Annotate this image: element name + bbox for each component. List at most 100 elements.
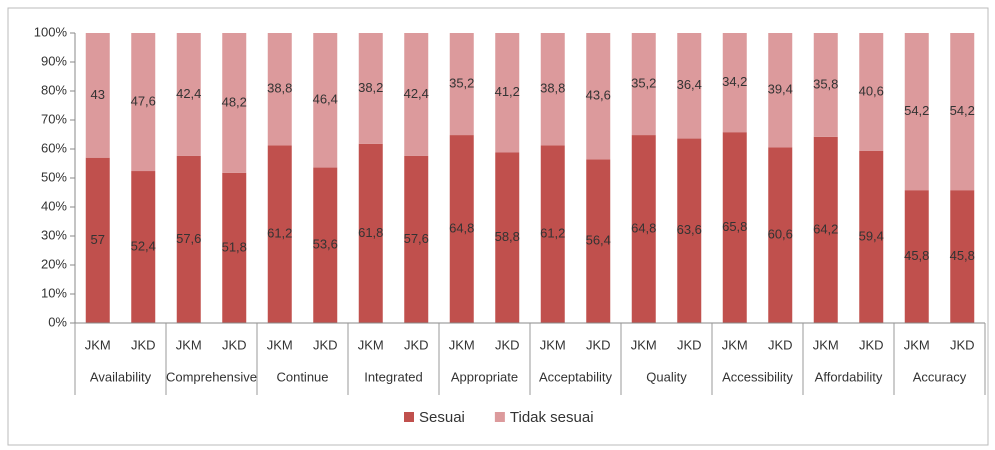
bar-segment: [358, 143, 383, 323]
group-label: Comprehensive: [166, 369, 257, 384]
bar-segment: [586, 159, 611, 323]
bar-segment: [859, 33, 884, 151]
bar-segment: [813, 33, 838, 137]
group-label: Quality: [646, 369, 687, 384]
bar-segment: [950, 33, 975, 191]
data-label: 39,4: [768, 82, 793, 97]
x-tick-label: JKD: [768, 337, 793, 352]
data-label: 58,8: [495, 229, 520, 244]
bar-segment: [131, 171, 156, 323]
bar-segment: [540, 33, 565, 146]
y-tick-label: 20%: [41, 256, 67, 271]
data-label: 54,2: [904, 103, 929, 118]
data-label: 65,8: [722, 219, 747, 234]
bar-segment: [859, 150, 884, 323]
data-label: 36,4: [677, 77, 702, 92]
data-label: 45,8: [950, 248, 975, 263]
x-tick-label: JKM: [85, 337, 111, 352]
group-label: Availability: [90, 369, 152, 384]
bar-segment: [222, 33, 247, 173]
bar-segment: [267, 145, 292, 323]
data-label: 38,8: [267, 81, 292, 96]
bar-segment: [85, 157, 110, 323]
y-tick-label: 30%: [41, 227, 67, 242]
data-label: 64,8: [449, 220, 474, 235]
bar-segment: [904, 33, 929, 191]
data-label: 59,4: [859, 228, 884, 243]
data-label: 56,4: [586, 233, 611, 248]
x-tick-label: JKM: [176, 337, 202, 352]
x-tick-label: JKM: [813, 337, 839, 352]
group-label: Integrated: [364, 369, 423, 384]
bar-segment: [176, 155, 201, 323]
data-label: 38,2: [358, 80, 383, 95]
data-label: 42,4: [176, 86, 201, 101]
bar-segment: [358, 33, 383, 144]
bar-segment: [449, 135, 474, 323]
data-label: 41,2: [495, 84, 520, 99]
group-label: Acceptability: [539, 369, 612, 384]
bar-segment: [313, 167, 338, 323]
x-tick-label: JKM: [267, 337, 293, 352]
y-tick-label: 50%: [41, 169, 67, 184]
legend-label: Sesuai: [419, 409, 465, 426]
x-tick-label: JKD: [677, 337, 702, 352]
y-tick-label: 90%: [41, 53, 67, 68]
x-tick-label: JKM: [540, 337, 566, 352]
x-tick-label: JKD: [131, 337, 156, 352]
data-label: 64,2: [813, 221, 838, 236]
bar-segment: [813, 136, 838, 323]
data-label: 47,6: [131, 93, 156, 108]
x-tick-label: JKM: [358, 337, 384, 352]
x-tick-label: JKD: [404, 337, 429, 352]
bar-segment: [950, 190, 975, 323]
x-tick-label: JKD: [950, 337, 975, 352]
data-label: 35,2: [631, 75, 656, 90]
data-label: 60,6: [768, 227, 793, 242]
x-tick-label: JKD: [859, 337, 884, 352]
bar-segment: [85, 33, 110, 158]
group-label: Accuracy: [913, 369, 967, 384]
data-label: 54,2: [950, 103, 975, 118]
data-label: 34,2: [722, 74, 747, 89]
data-label: 57,6: [404, 231, 429, 246]
bar-segment: [677, 138, 702, 323]
x-tick-label: JKM: [631, 337, 657, 352]
bar-segment: [404, 155, 429, 323]
bar-segment: [768, 33, 793, 148]
group-label: Appropriate: [451, 369, 518, 384]
chart-border: [7, 7, 989, 446]
x-tick-label: JKD: [313, 337, 338, 352]
y-tick-label: 10%: [41, 285, 67, 300]
y-tick-label: 100%: [34, 24, 68, 39]
group-label: Accessibility: [722, 369, 793, 384]
bar-segment: [722, 132, 747, 323]
bar-segment: [222, 172, 247, 323]
y-tick-label: 80%: [41, 82, 67, 97]
data-label: 43,6: [586, 88, 611, 103]
bar-segment: [631, 135, 656, 323]
data-label: 45,8: [904, 248, 929, 263]
bar-segment: [449, 33, 474, 136]
x-tick-label: JKD: [495, 337, 520, 352]
bar-segment: [540, 145, 565, 323]
bar-segment: [722, 33, 747, 133]
data-label: 57: [91, 232, 105, 247]
data-label: 53,6: [313, 237, 338, 252]
legend-label: Tidak sesuai: [510, 409, 594, 426]
data-label: 38,8: [540, 81, 565, 96]
x-tick-label: JKM: [722, 337, 748, 352]
bar-segment: [768, 147, 793, 323]
x-tick-label: JKM: [449, 337, 475, 352]
data-label: 46,4: [313, 92, 338, 107]
bar-segment: [904, 190, 929, 323]
legend-swatch: [404, 412, 414, 422]
group-label: Affordability: [815, 369, 883, 384]
bar-segment: [631, 33, 656, 136]
data-label: 57,6: [176, 231, 201, 246]
bar-segment: [586, 33, 611, 160]
data-label: 61,2: [540, 226, 565, 241]
data-label: 52,4: [131, 238, 156, 253]
data-label: 43: [91, 87, 105, 102]
